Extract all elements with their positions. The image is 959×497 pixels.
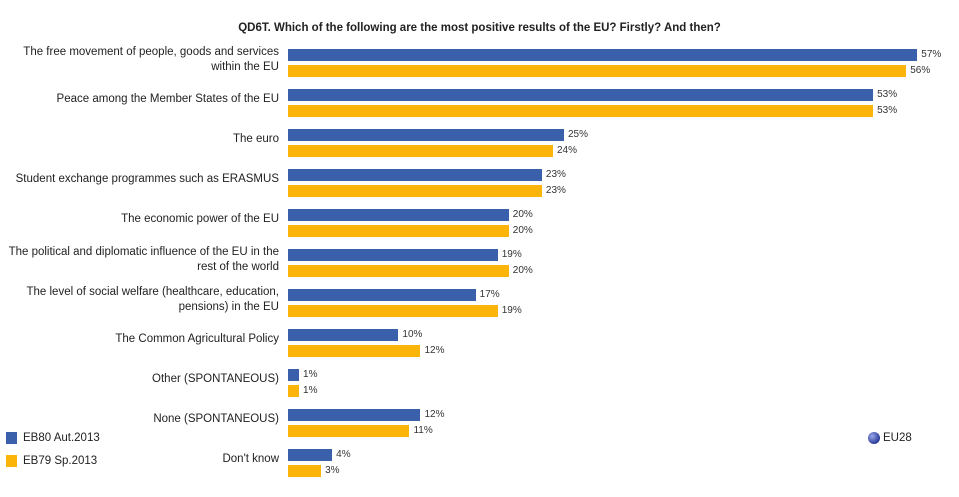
bar: [288, 49, 918, 61]
data-label: 19%: [501, 305, 522, 316]
bar: [288, 305, 498, 317]
category-label: The free movement of people, goods and s…: [23, 46, 279, 73]
bar: [288, 89, 874, 101]
data-label: 12%: [424, 409, 445, 420]
bar: [288, 425, 410, 437]
bar: [288, 265, 509, 277]
bar: [288, 225, 509, 237]
bar: [288, 145, 553, 157]
data-label: 20%: [512, 225, 533, 236]
legend-swatch: [6, 455, 17, 467]
data-label: 3%: [325, 465, 340, 476]
bar: [288, 329, 399, 341]
bar: [288, 65, 907, 77]
category-label: Other (SPONTANEOUS): [152, 373, 279, 385]
globe-icon: [868, 432, 880, 444]
data-label: 57%: [921, 49, 942, 60]
bar: [288, 385, 300, 397]
data-label: 1%: [303, 369, 318, 380]
data-label: 20%: [512, 209, 533, 220]
bar: [288, 169, 542, 181]
bar: [288, 185, 542, 197]
region-label: EU28: [883, 432, 912, 444]
legend-swatch: [6, 432, 17, 444]
data-label: 56%: [910, 65, 931, 76]
bar: [288, 345, 421, 357]
category-label: None (SPONTANEOUS): [153, 413, 279, 425]
bar: [288, 289, 476, 301]
data-label: 17%: [479, 289, 500, 300]
data-label: 11%: [413, 425, 433, 436]
legend-label: EB79 Sp.2013: [23, 455, 98, 467]
category-label: The political and diplomatic influence o…: [8, 246, 279, 273]
bar: [288, 465, 322, 477]
data-label: 23%: [545, 169, 566, 180]
category-label: The euro: [232, 133, 279, 145]
data-label: 10%: [402, 329, 423, 340]
data-label: 53%: [877, 105, 898, 116]
category-label: Don't know: [222, 453, 279, 465]
data-label: 4%: [336, 449, 351, 460]
data-label: 53%: [877, 89, 898, 100]
region-badge: EU28: [868, 432, 912, 444]
bar: [288, 129, 564, 141]
bar: [288, 369, 300, 381]
legend-item-eb80: EB80 Aut.2013: [6, 432, 100, 444]
category-label: The economic power of the EU: [121, 213, 279, 225]
category-label: The level of social welfare (healthcare,…: [26, 286, 279, 313]
category-label: Peace among the Member States of the EU: [56, 93, 279, 105]
data-label: 1%: [303, 385, 318, 396]
data-label: 24%: [556, 145, 577, 156]
bar: [288, 249, 498, 261]
data-label: 23%: [545, 185, 566, 196]
bar: [288, 209, 509, 221]
data-label: 25%: [568, 129, 589, 140]
data-label: 19%: [501, 249, 522, 260]
category-label: Student exchange programmes such as ERAS…: [15, 173, 279, 185]
category-label: The Common Agricultural Policy: [115, 333, 279, 345]
data-label: 20%: [512, 265, 533, 276]
bar: [288, 105, 874, 117]
data-label: 12%: [424, 345, 445, 356]
chart-title: QD6T. Which of the following are the mos…: [238, 22, 721, 34]
legend-label: EB80 Aut.2013: [23, 432, 100, 444]
bar: [288, 449, 333, 461]
bar: [288, 409, 421, 421]
legend-item-eb79: EB79 Sp.2013: [6, 455, 97, 467]
